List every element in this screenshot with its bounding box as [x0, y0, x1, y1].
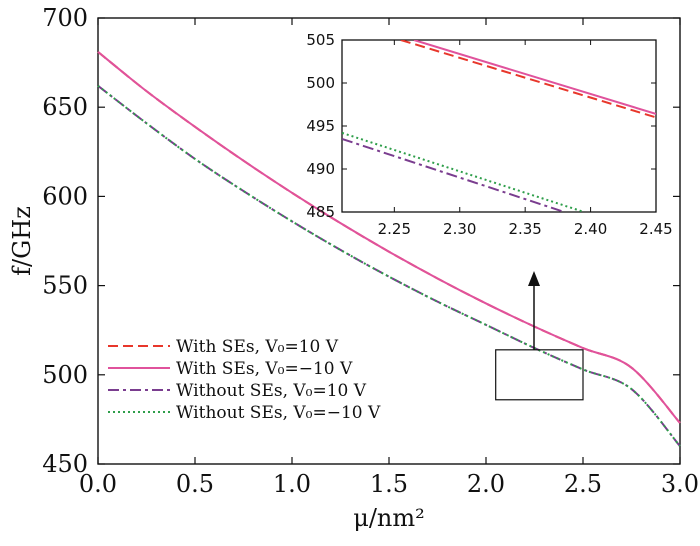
zoom-arrow-head: [528, 271, 540, 286]
inset-y-tick-label: 505: [306, 31, 335, 49]
inset-frame: [341, 39, 657, 213]
y-tick-label: 650: [42, 93, 88, 121]
zoom-box: [495, 349, 584, 401]
series-line-2: [97, 51, 681, 424]
series-line-4: [97, 84, 681, 447]
inset-x-tick-label: 2.30: [443, 220, 476, 238]
inset-y-tick-label: 495: [306, 117, 335, 135]
inset-x-tick-label: 2.40: [574, 220, 607, 238]
legend-label-3: Without SEs, V₀=10 V: [176, 381, 367, 401]
y-tick-label: 500: [42, 361, 88, 389]
legend-label-4: Without SEs, V₀=−10 V: [176, 403, 381, 423]
inset-series-line-2: [413, 40, 656, 115]
x-tick-label: 2.5: [564, 470, 602, 498]
x-tick-label: 2.0: [467, 470, 505, 498]
main-tick-labels: 0.0 0.5 1.0 1.5 2.0 2.5 3.0 450 500 550 600 650 700: [42, 4, 699, 498]
inset-y-tick-label: 485: [306, 203, 335, 221]
x-tick-label: 0.0: [79, 470, 117, 498]
inset-y-tick-label: 500: [306, 74, 335, 92]
inset-tick-labels: 2.25 2.30 2.35 2.40 2.45 485 490 495 500 505: [306, 31, 672, 238]
x-tick-label: 1.5: [370, 470, 408, 498]
y-tick-label: 550: [42, 272, 88, 300]
y-tick-label: 600: [42, 182, 88, 210]
inset-x-tick-label: 2.35: [508, 220, 541, 238]
inset-x-tick-label: 2.45: [639, 220, 672, 238]
legend-label-2: With SEs, V₀=−10 V: [176, 359, 353, 379]
inset-series: [342, 40, 656, 212]
y-axis-label: f/GHz: [8, 206, 36, 276]
y-tick-label: 450: [42, 450, 88, 478]
y-tick-label: 700: [42, 4, 88, 32]
inset-y-tick-label: 490: [306, 160, 335, 178]
inset-series-line-3: [342, 137, 565, 212]
main-ticks: [97, 17, 681, 465]
x-axis-label: μ/nm²: [353, 504, 425, 532]
x-tick-label: 1.0: [273, 470, 311, 498]
main-series: [97, 51, 681, 447]
inset-x-tick-label: 2.25: [378, 220, 411, 238]
x-tick-label: 0.5: [176, 470, 214, 498]
x-tick-label: 3.0: [661, 470, 699, 498]
inset-ticks: [342, 39, 657, 213]
legend-label-1: With SEs, V₀=10 V: [176, 337, 339, 357]
